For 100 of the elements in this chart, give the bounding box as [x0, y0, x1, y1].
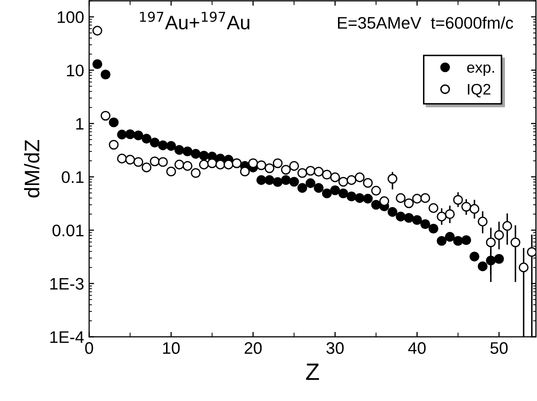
point — [330, 172, 340, 182]
y-tick-label: 100 — [58, 11, 84, 24]
legend-label: exp. — [467, 64, 494, 76]
point — [215, 160, 226, 170]
point — [272, 158, 283, 168]
point — [166, 166, 176, 176]
y-tick-label: 1 — [76, 118, 84, 130]
point — [207, 158, 218, 168]
point — [338, 188, 348, 198]
point — [478, 261, 488, 272]
y-tick-label: 0.1 — [62, 171, 84, 184]
point — [108, 140, 119, 150]
point — [142, 134, 152, 144]
point — [436, 212, 447, 222]
point — [371, 186, 381, 196]
point — [314, 166, 324, 177]
point — [371, 200, 381, 210]
point — [436, 236, 447, 246]
point — [182, 146, 192, 156]
point — [486, 256, 496, 266]
point — [166, 141, 176, 151]
point — [494, 254, 504, 264]
point — [518, 262, 529, 272]
point — [248, 158, 258, 168]
y-tick-label: 1E-4 — [50, 331, 84, 343]
x-tick-label: 20 — [244, 342, 262, 354]
point — [190, 168, 201, 178]
point — [280, 175, 291, 185]
point — [158, 140, 168, 150]
point — [510, 237, 520, 248]
y-tick-label: 10 — [67, 64, 84, 76]
point — [108, 117, 119, 128]
point — [461, 235, 472, 246]
point — [388, 207, 398, 217]
point — [396, 193, 406, 203]
point — [322, 170, 332, 180]
point — [190, 148, 201, 159]
point — [125, 154, 136, 165]
point — [92, 26, 102, 36]
point — [379, 196, 390, 206]
point — [297, 183, 308, 193]
x-tick-label: 40 — [408, 342, 426, 354]
point — [346, 175, 356, 185]
point — [272, 177, 283, 187]
point — [444, 232, 455, 242]
point — [256, 175, 266, 185]
point — [158, 157, 168, 167]
annotation: $^{197}$Au+$^{197}$Au — [140, 12, 250, 30]
point — [280, 164, 291, 175]
point — [150, 138, 160, 148]
x-tick-label: 10 — [163, 342, 180, 354]
point — [150, 156, 160, 166]
point — [404, 198, 414, 208]
point — [478, 216, 488, 226]
point — [412, 215, 422, 225]
point — [117, 154, 127, 164]
point — [306, 178, 316, 188]
point — [362, 194, 373, 204]
point — [420, 219, 430, 230]
point — [330, 185, 340, 196]
point — [297, 168, 308, 178]
point — [404, 212, 414, 223]
point — [396, 212, 406, 222]
point — [428, 224, 438, 234]
point — [461, 202, 472, 212]
y-tick-label: 0.01 — [52, 224, 84, 236]
point — [264, 163, 274, 174]
point — [362, 178, 373, 188]
point — [92, 59, 102, 70]
point — [470, 204, 480, 214]
point — [289, 161, 299, 171]
point — [388, 174, 398, 184]
point — [314, 183, 324, 193]
annotation: E=35AMeV t=6000fm/c — [338, 16, 514, 29]
point — [256, 160, 266, 170]
point — [264, 175, 274, 185]
point — [100, 110, 110, 121]
point — [224, 160, 234, 170]
point — [174, 145, 184, 155]
point — [199, 160, 209, 170]
point — [354, 172, 365, 182]
point — [494, 230, 504, 240]
point — [306, 166, 316, 176]
point — [142, 162, 152, 172]
point — [453, 194, 463, 205]
point — [117, 130, 127, 140]
point — [354, 193, 365, 203]
point — [240, 166, 250, 176]
x-axis-title: Z — [306, 364, 320, 380]
y-tick-label: 1E-3 — [50, 278, 84, 290]
point — [100, 70, 110, 80]
point — [428, 203, 438, 213]
point — [133, 157, 144, 167]
point — [182, 161, 192, 171]
point — [420, 193, 430, 203]
x-tick-label: 30 — [326, 342, 344, 354]
point — [338, 176, 348, 187]
x-tick-label: 0 — [85, 342, 94, 354]
y-axis-title: dM/dZ — [24, 140, 40, 198]
point — [412, 194, 422, 204]
